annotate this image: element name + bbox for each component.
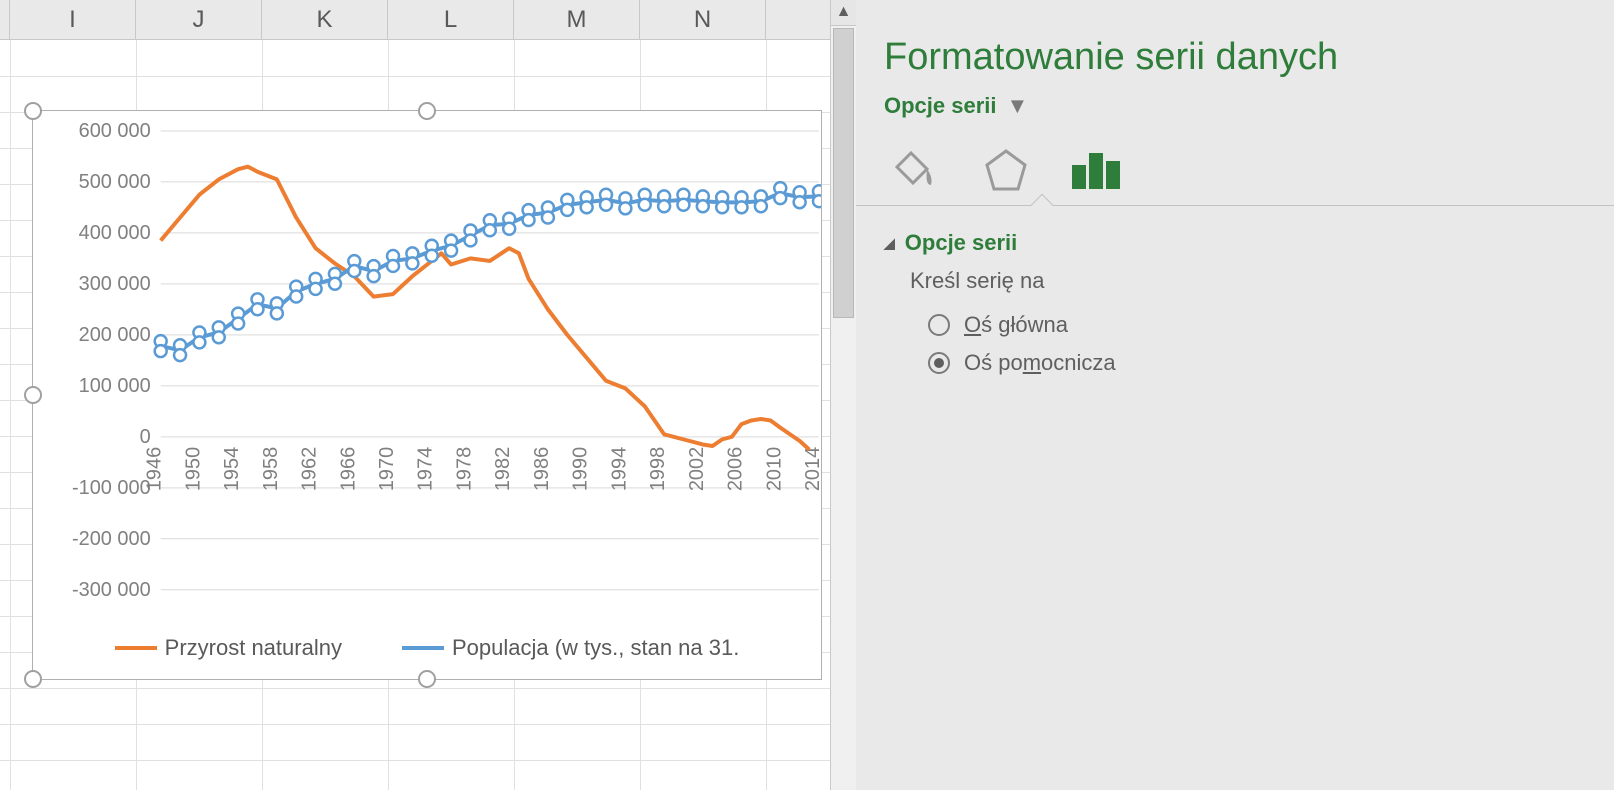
dropdown-label: Opcje serii xyxy=(884,93,997,119)
svg-text:1990: 1990 xyxy=(570,447,592,491)
col-header[interactable]: M xyxy=(514,0,640,39)
col-header[interactable]: N xyxy=(640,0,766,39)
scroll-up-icon[interactable]: ▲ xyxy=(831,0,856,26)
svg-text:-200 000: -200 000 xyxy=(72,528,151,550)
resize-handle-icon[interactable] xyxy=(24,102,42,120)
svg-text:2002: 2002 xyxy=(686,447,708,491)
tab-series-options[interactable] xyxy=(1066,145,1126,195)
legend-label: Przyrost naturalny xyxy=(165,635,342,661)
svg-text:-300 000: -300 000 xyxy=(72,579,151,601)
legend-item[interactable]: Populacja (w tys., stan na 31. xyxy=(402,635,739,661)
tab-effects[interactable] xyxy=(976,145,1036,195)
svg-text:1946: 1946 xyxy=(144,447,166,491)
section-header[interactable]: ◢ Opcje serii xyxy=(884,230,1586,256)
radio-label: Oś pomocnicza xyxy=(964,350,1116,376)
plot-on-label: Kreśl serię na xyxy=(910,268,1586,294)
svg-text:600 000: 600 000 xyxy=(79,120,151,142)
collapse-arrow-icon: ◢ xyxy=(884,235,895,252)
legend-label: Populacja (w tys., stan na 31. xyxy=(452,635,739,661)
svg-text:1950: 1950 xyxy=(182,447,204,491)
separator xyxy=(856,205,1614,206)
app-root: I J K L M N -300 000 -200 000 -100 000 0 100… xyxy=(0,0,1614,790)
col-header[interactable]: J xyxy=(136,0,262,39)
svg-text:1970: 1970 xyxy=(376,447,398,491)
legend-swatch-icon xyxy=(115,646,157,650)
svg-text:300 000: 300 000 xyxy=(79,273,151,295)
spreadsheet-pane: I J K L M N -300 000 -200 000 -100 000 0 100… xyxy=(0,0,830,790)
svg-text:1978: 1978 xyxy=(453,447,475,491)
chart-plot-area[interactable]: -300 000 -200 000 -100 000 0 100 000 200 000 3… xyxy=(33,111,821,680)
legend-item[interactable]: Przyrost naturalny xyxy=(115,635,342,661)
svg-text:2014: 2014 xyxy=(802,447,821,491)
svg-text:1962: 1962 xyxy=(299,447,321,491)
tab-fill-line[interactable] xyxy=(886,145,946,195)
svg-text:1958: 1958 xyxy=(260,447,282,491)
format-data-series-pane: Formatowanie serii danych Opcje serii ▼ xyxy=(856,0,1614,790)
col-header-spacer xyxy=(0,0,10,39)
pane-category-tabs xyxy=(884,145,1586,195)
svg-text:1998: 1998 xyxy=(647,447,669,491)
svg-text:1974: 1974 xyxy=(415,447,437,491)
svg-text:500 000: 500 000 xyxy=(79,171,151,193)
resize-handle-icon[interactable] xyxy=(418,670,436,688)
col-header[interactable]: K xyxy=(262,0,388,39)
radio-icon xyxy=(928,314,950,336)
legend-swatch-icon xyxy=(402,646,444,650)
svg-text:200 000: 200 000 xyxy=(79,324,151,346)
svg-text:1986: 1986 xyxy=(531,447,553,491)
resize-handle-icon[interactable] xyxy=(24,670,42,688)
svg-text:2006: 2006 xyxy=(725,447,747,491)
column-headers: I J K L M N xyxy=(0,0,830,40)
pentagon-icon xyxy=(983,147,1029,193)
scroll-thumb[interactable] xyxy=(833,28,854,318)
radio-icon xyxy=(928,352,950,374)
svg-text:1954: 1954 xyxy=(221,447,243,491)
svg-text:1982: 1982 xyxy=(492,447,514,491)
resize-handle-icon[interactable] xyxy=(24,386,42,404)
vertical-scrollbar[interactable]: ▲ xyxy=(830,0,856,790)
series-options-dropdown[interactable]: Opcje serii ▼ xyxy=(884,93,1028,119)
radio-secondary-axis[interactable]: Oś pomocnicza xyxy=(928,350,1586,376)
chart-object[interactable]: -300 000 -200 000 -100 000 0 100 000 200 000 3… xyxy=(32,110,822,680)
svg-text:400 000: 400 000 xyxy=(79,222,151,244)
col-header[interactable]: I xyxy=(10,0,136,39)
svg-text:100 000: 100 000 xyxy=(79,375,151,397)
section-title: Opcje serii xyxy=(905,230,1018,256)
pane-title: Formatowanie serii danych xyxy=(884,36,1586,79)
svg-text:1994: 1994 xyxy=(608,447,630,491)
chart-legend[interactable]: Przyrost naturalny Populacja (w tys., st… xyxy=(33,635,821,661)
svg-text:0: 0 xyxy=(140,426,151,448)
resize-handle-icon[interactable] xyxy=(418,102,436,120)
radio-label: Oś główna xyxy=(964,312,1068,338)
col-header[interactable]: L xyxy=(388,0,514,39)
chevron-down-icon: ▼ xyxy=(1007,93,1029,119)
svg-text:1966: 1966 xyxy=(337,447,359,491)
radio-primary-axis[interactable]: Oś główna xyxy=(928,312,1586,338)
paint-bucket-icon xyxy=(893,147,939,193)
svg-text:-100 000: -100 000 xyxy=(72,477,151,499)
svg-text:2010: 2010 xyxy=(763,447,785,491)
column-chart-icon xyxy=(1070,147,1122,193)
